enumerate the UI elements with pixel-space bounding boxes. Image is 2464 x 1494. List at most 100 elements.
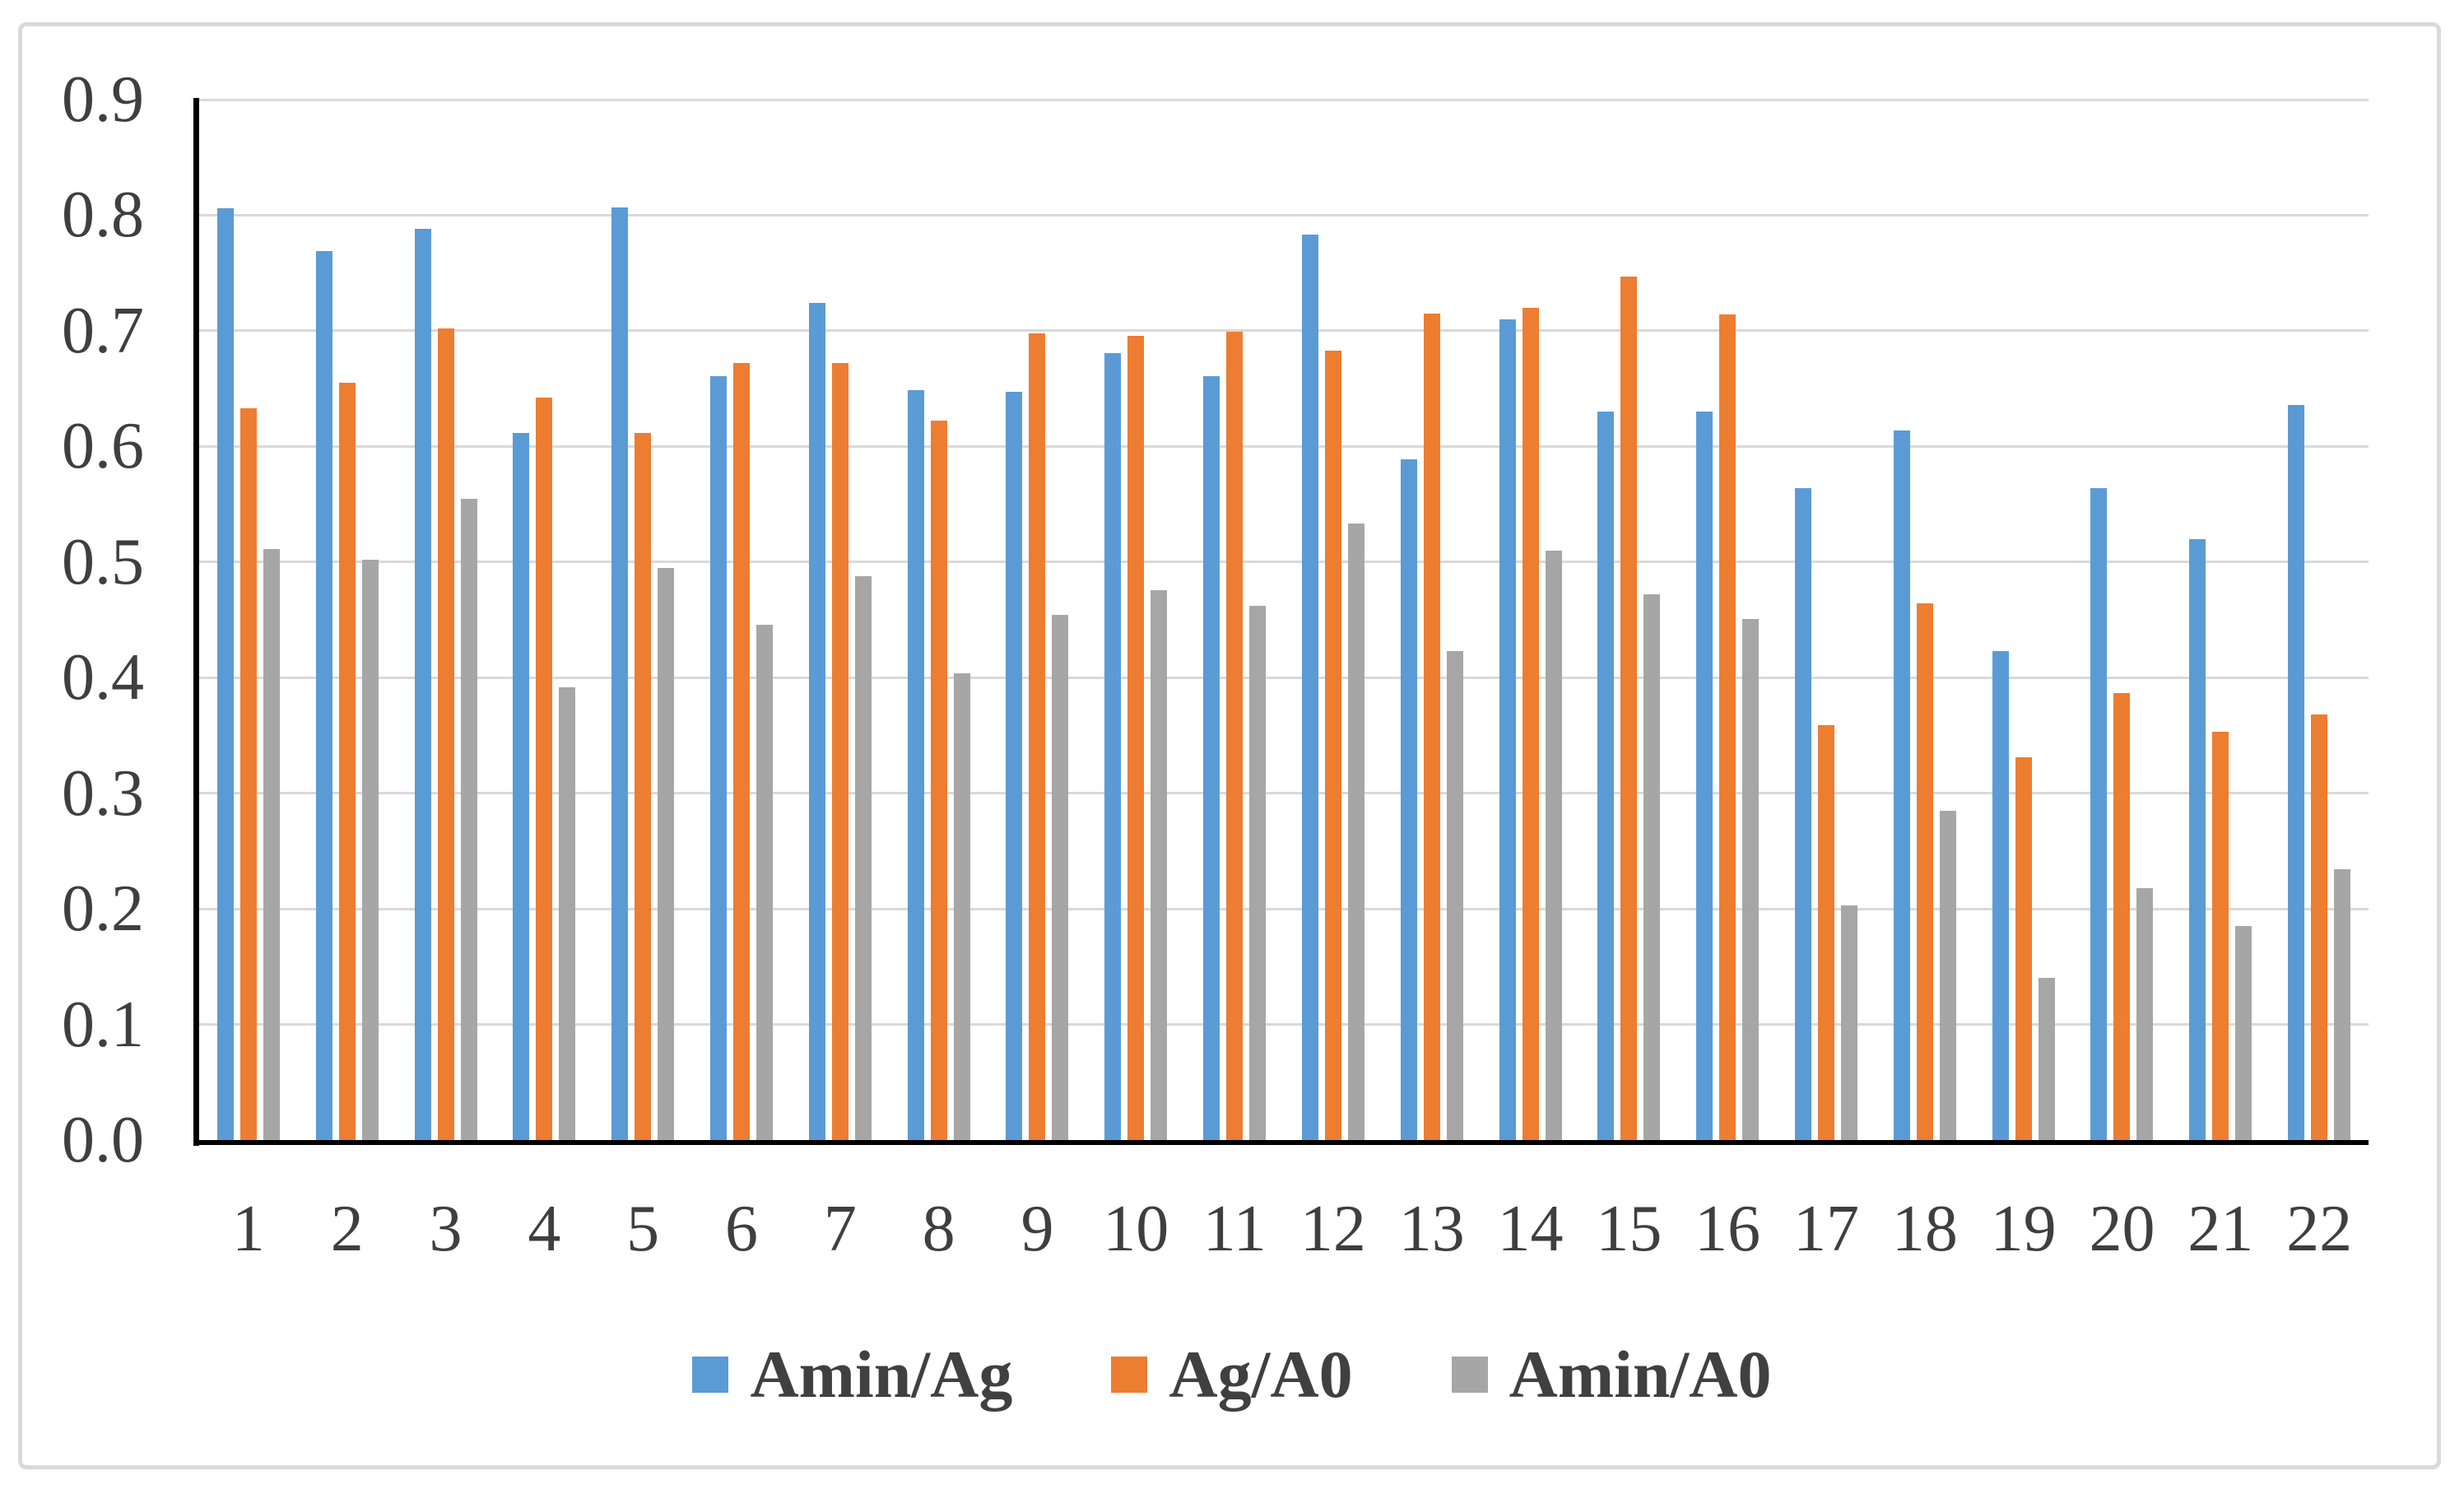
bar-amin-a0-6: [755, 624, 773, 1140]
bar-amin-ag-22: [2288, 404, 2305, 1140]
gridline-0.5: [199, 561, 2369, 564]
plot-area: [193, 98, 2369, 1146]
x-tick-label-16: 16: [1695, 1193, 1761, 1265]
x-axis-line: [193, 1140, 2369, 1145]
x-tick-label-5: 5: [626, 1193, 660, 1265]
bar-ag-a0-3: [437, 328, 454, 1140]
x-tick-label-22: 22: [2286, 1193, 2353, 1265]
bar-ag-a0-5: [635, 432, 652, 1140]
x-tick-label-19: 19: [1990, 1193, 2057, 1265]
x-tick-label-1: 1: [231, 1193, 265, 1265]
gridline-0.2: [199, 907, 2369, 910]
bar-amin-a0-4: [559, 686, 576, 1140]
bar-amin-a0-18: [1939, 810, 1956, 1140]
x-tick-label-8: 8: [922, 1193, 955, 1265]
bar-amin-a0-21: [2235, 926, 2252, 1140]
bar-amin-a0-10: [1151, 589, 1168, 1140]
x-tick-label-15: 15: [1596, 1193, 1662, 1265]
bar-group-7: [791, 100, 890, 1140]
gridline-0.1: [199, 1023, 2369, 1026]
gridline-0.7: [199, 329, 2369, 333]
bar-ag-a0-4: [536, 398, 553, 1140]
bar-ag-a0-7: [831, 363, 848, 1140]
x-tick-label-9: 9: [1020, 1193, 1054, 1265]
bar-group-4: [495, 100, 593, 1140]
bar-ag-a0-12: [1324, 350, 1341, 1140]
legend-swatch-amin-ag-icon: [692, 1357, 729, 1393]
bar-amin-a0-5: [658, 567, 675, 1140]
bar-amin-a0-15: [1643, 594, 1661, 1140]
bar-group-11: [1185, 100, 1284, 1140]
bar-group-17: [1777, 100, 1876, 1140]
bar-ag-a0-21: [2212, 732, 2229, 1140]
bar-amin-ag-21: [2189, 538, 2206, 1140]
bar-amin-a0-22: [2334, 869, 2351, 1140]
bar-amin-a0-1: [263, 549, 280, 1140]
bar-group-21: [2171, 100, 2270, 1140]
bar-amin-ag-1: [216, 208, 234, 1140]
bar-amin-ag-11: [1203, 375, 1220, 1140]
legend-label-ag-a0: Ag/A0: [1169, 1337, 1353, 1412]
bar-amin-ag-10: [1104, 352, 1122, 1140]
x-tick-label-7: 7: [823, 1193, 857, 1265]
bar-group-19: [1974, 100, 2073, 1140]
bar-amin-a0-17: [1840, 905, 1857, 1140]
bar-amin-a0-19: [2038, 978, 2055, 1140]
bar-group-2: [298, 100, 397, 1140]
bar-group-20: [2073, 100, 2172, 1140]
x-tick-label-2: 2: [330, 1193, 364, 1265]
bar-amin-ag-13: [1400, 458, 1417, 1140]
bar-amin-ag-7: [808, 303, 825, 1140]
x-tick-label-18: 18: [1891, 1193, 1958, 1265]
bar-amin-a0-2: [361, 560, 379, 1140]
x-tick-label-17: 17: [1792, 1193, 1859, 1265]
legend-swatch-amin-a0-icon: [1451, 1357, 1488, 1393]
bar-amin-ag-12: [1301, 235, 1318, 1140]
gridline-0.4: [199, 676, 2369, 679]
y-tick-label-0.3: 0.3: [62, 756, 144, 830]
legend-item-amin-ag: Amin/Ag: [692, 1335, 1012, 1414]
y-tick-label-0.0: 0.0: [62, 1104, 144, 1176]
bar-amin-ag-15: [1597, 412, 1615, 1140]
y-axis-line: [193, 98, 199, 1146]
bar-group-9: [988, 100, 1087, 1140]
legend-item-amin-a0: Amin/A0: [1451, 1335, 1772, 1414]
bar-group-15: [1579, 100, 1678, 1140]
bar-amin-a0-16: [1742, 618, 1760, 1140]
y-tick-label-0.1: 0.1: [62, 988, 144, 1061]
gridline-0.3: [199, 792, 2369, 795]
bar-ag-a0-2: [338, 383, 356, 1140]
bar-amin-ag-20: [2090, 487, 2108, 1140]
bar-group-16: [1678, 100, 1777, 1140]
bar-amin-ag-5: [611, 207, 629, 1140]
legend-label-amin-a0: Amin/A0: [1509, 1337, 1772, 1412]
gridline-0.9: [199, 98, 2369, 101]
legend-swatch-ag-a0-icon: [1111, 1357, 1148, 1393]
bar-group-8: [890, 100, 988, 1140]
bar-amin-ag-14: [1499, 319, 1516, 1140]
bar-amin-a0-8: [953, 673, 970, 1140]
gridline-0.8: [199, 213, 2369, 216]
bar-group-13: [1383, 100, 1481, 1140]
bar-amin-ag-4: [513, 432, 530, 1140]
bar-amin-ag-3: [414, 229, 431, 1140]
bar-group-22: [2270, 100, 2369, 1140]
bar-amin-a0-9: [1052, 615, 1069, 1140]
bar-ag-a0-10: [1127, 335, 1145, 1140]
bar-amin-ag-19: [1992, 650, 2009, 1140]
x-tick-label-13: 13: [1398, 1193, 1465, 1265]
bar-ag-a0-17: [1817, 724, 1834, 1140]
bar-group-5: [593, 100, 692, 1140]
bar-group-3: [397, 100, 495, 1140]
y-tick-label-0.4: 0.4: [62, 641, 144, 714]
bar-amin-a0-20: [2136, 887, 2154, 1140]
bar-ag-a0-14: [1522, 307, 1539, 1140]
bar-amin-ag-9: [1006, 392, 1023, 1140]
bar-amin-ag-6: [709, 375, 727, 1140]
bar-amin-ag-17: [1794, 487, 1811, 1140]
y-tick-label-0.6: 0.6: [62, 410, 144, 483]
y-tick-label-0.8: 0.8: [62, 179, 144, 252]
bar-amin-a0-7: [854, 575, 872, 1140]
bar-ag-a0-11: [1226, 332, 1244, 1140]
